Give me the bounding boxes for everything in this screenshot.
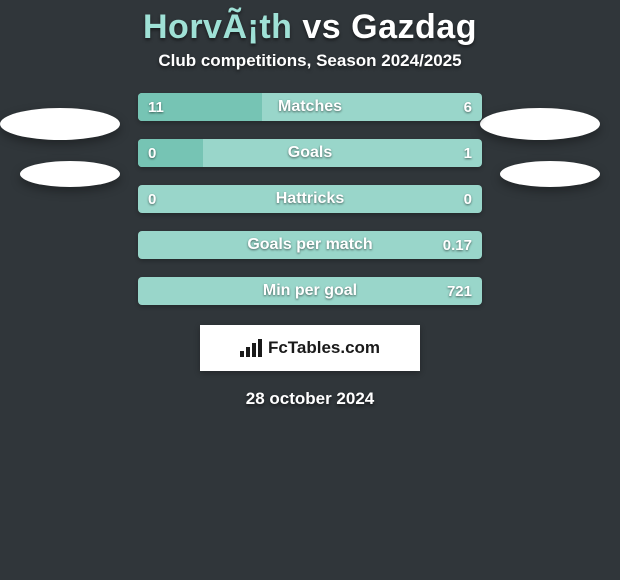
stat-label: Goals (138, 139, 482, 167)
page-title: HorvÃ¡th vs Gazdag (0, 0, 620, 51)
logo-text: FcTables.com (268, 338, 380, 358)
stat-bar: 721Min per goal (138, 277, 482, 305)
date-label: 28 october 2024 (0, 371, 620, 409)
decorative-ellipse (480, 108, 600, 140)
subtitle: Club competitions, Season 2024/2025 (0, 51, 620, 93)
decorative-ellipse (0, 108, 120, 140)
title-player1: HorvÃ¡th (143, 8, 292, 46)
site-logo: FcTables.com (200, 325, 420, 371)
stat-bar: 116Matches (138, 93, 482, 121)
stat-bar: 0.17Goals per match (138, 231, 482, 259)
stat-label: Min per goal (138, 277, 482, 305)
decorative-ellipse (500, 161, 600, 187)
bars-container: 116Matches 01Goals 00Hattricks 0.17Goals pe… (138, 93, 482, 323)
stat-bar: 01Goals (138, 139, 482, 167)
stat-label: Hattricks (138, 185, 482, 213)
stat-label: Goals per match (138, 231, 482, 259)
chart-stage: 116Matches 01Goals 00Hattricks 0.17Goals pe… (0, 93, 620, 313)
decorative-ellipse (20, 161, 120, 187)
content: HorvÃ¡th vs Gazdag Club competitions, Se… (0, 0, 620, 409)
stat-label: Matches (138, 93, 482, 121)
stat-bar: 00Hattricks (138, 185, 482, 213)
title-player2: Gazdag (351, 8, 477, 46)
title-vs: vs (302, 8, 341, 46)
barchart-icon (240, 339, 262, 357)
